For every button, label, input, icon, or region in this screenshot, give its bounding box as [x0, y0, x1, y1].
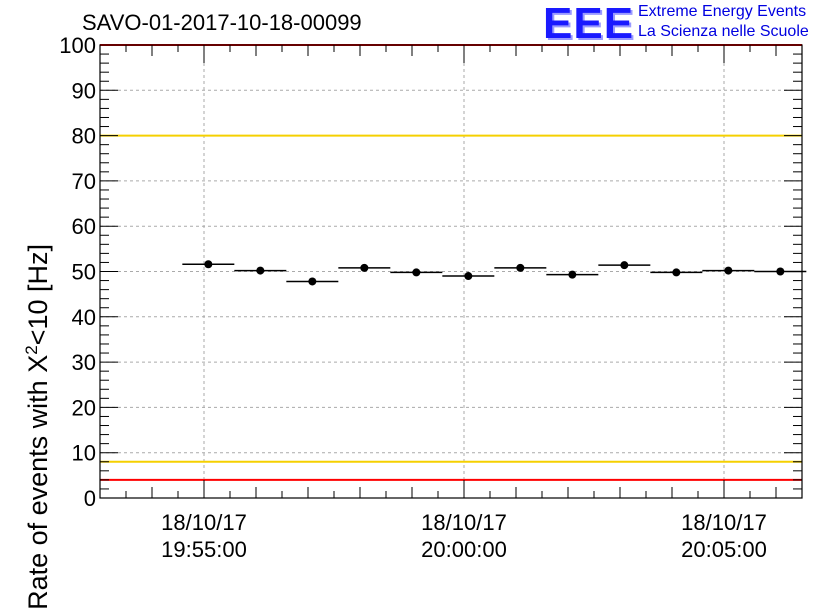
y-tick-label: 40	[72, 305, 96, 330]
x-tick-label-time: 20:05:00	[681, 537, 767, 562]
y-tick-label: 0	[84, 486, 96, 511]
data-point	[620, 261, 629, 270]
data-point	[776, 267, 785, 276]
y-tick-label: 90	[72, 78, 96, 103]
logo-line-2: La Scienza nelle Scuole	[638, 23, 809, 40]
eee-logo-mark: EEE	[543, 0, 635, 48]
chart-title: SAVO-01-2017-10-18-00099	[82, 10, 362, 35]
data-point	[308, 277, 317, 286]
x-tick-label-date: 18/10/17	[421, 510, 507, 535]
y-tick-label: 70	[72, 169, 96, 194]
y-tick-label: 30	[72, 350, 96, 375]
y-tick-label: 20	[72, 395, 96, 420]
x-tick-label-time: 20:00:00	[421, 537, 507, 562]
logo-line-1: Extreme Energy Events	[638, 3, 807, 20]
data-point	[568, 270, 577, 279]
y-tick-label: 80	[72, 124, 96, 149]
data-point	[672, 268, 681, 277]
x-tick-label-time: 19:55:00	[161, 537, 247, 562]
y-tick-label: 50	[72, 260, 96, 285]
y-tick-label: 100	[59, 33, 96, 58]
data-point	[464, 272, 473, 281]
chart-plot: 010203040506070809010018/10/1719:55:0018…	[59, 33, 807, 562]
data-point	[360, 263, 369, 272]
x-tick-label-date: 18/10/17	[681, 510, 767, 535]
x-tick-label-date: 18/10/17	[161, 510, 247, 535]
data-point	[412, 268, 421, 277]
data-point	[256, 266, 265, 275]
y-tick-label: 60	[72, 214, 96, 239]
data-point	[724, 266, 733, 275]
y-axis-label-text: Rate of events with X2<10 [Hz]	[22, 244, 53, 610]
data-point	[516, 263, 525, 272]
data-point	[204, 260, 213, 269]
y-tick-label: 10	[72, 441, 96, 466]
